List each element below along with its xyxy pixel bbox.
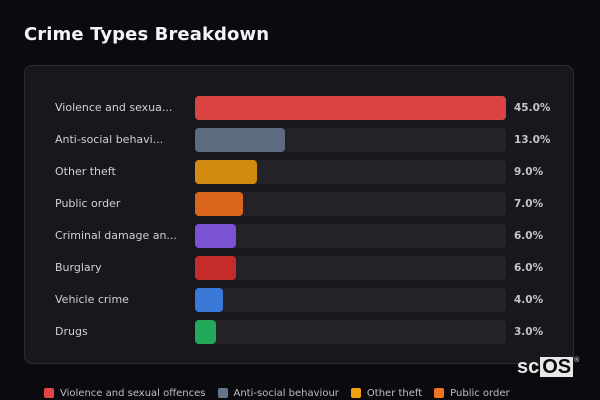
bar-track — [195, 96, 506, 120]
page-title: Crime Types Breakdown — [24, 24, 270, 45]
legend-swatch-icon — [44, 388, 54, 398]
legend-swatch-icon — [217, 388, 228, 398]
legend-label: Public order — [450, 387, 510, 399]
logo-boxed: OS — [540, 356, 574, 378]
bar-fill[interactable] — [195, 160, 257, 184]
bar-value: 45.0% — [514, 102, 551, 114]
legend-swatch-icon — [434, 388, 445, 398]
bar-row: Public order 7.0% — [25, 192, 573, 216]
bar-value: 9.0% — [514, 166, 544, 178]
bar-fill[interactable] — [195, 192, 243, 216]
bar-track — [195, 224, 506, 248]
legend-item[interactable]: Violence and sexual offences — [44, 388, 206, 399]
legend-label: Other theft — [366, 387, 423, 399]
bar-value: 4.0% — [514, 294, 544, 306]
bar-row: Vehicle crime 4.0% — [25, 288, 573, 312]
legend-item[interactable]: Public order — [434, 387, 510, 399]
bar-track — [195, 160, 506, 184]
bar-label: Criminal damage an... — [55, 229, 177, 242]
bar-track — [195, 128, 506, 152]
legend-item[interactable]: Other theft — [350, 387, 423, 399]
bar-track — [195, 192, 506, 216]
bar-label: Anti-social behavi... — [55, 133, 164, 146]
legend-label: Anti-social behaviour — [233, 387, 339, 399]
registered-mark: ® — [574, 357, 580, 364]
bar-row: Criminal damage an... 6.0% — [25, 224, 573, 248]
bar-fill[interactable] — [195, 288, 223, 312]
chart-legend: Violence and sexual offences Anti-social … — [44, 386, 510, 400]
bar-label: Public order — [55, 197, 121, 210]
bar-track — [195, 288, 506, 312]
scos-logo: sc OS ® — [517, 357, 579, 377]
legend-swatch-icon — [350, 388, 361, 398]
bar-value: 13.0% — [514, 134, 551, 146]
bar-label: Vehicle crime — [55, 293, 129, 306]
bar-row: Violence and sexua... 45.0% — [25, 96, 573, 120]
bar-label: Drugs — [55, 325, 88, 338]
bar-label: Other theft — [55, 165, 116, 178]
bar-value: 6.0% — [514, 230, 544, 242]
bar-row: Other theft 9.0% — [25, 160, 573, 184]
bar-fill[interactable] — [195, 96, 506, 120]
bar-fill[interactable] — [195, 128, 285, 152]
bar-fill[interactable] — [195, 320, 216, 344]
legend-label: Violence and sexual offences — [60, 387, 206, 399]
bar-track — [195, 320, 506, 344]
bar-value: 7.0% — [514, 198, 544, 210]
legend-item[interactable]: Anti-social behaviour — [217, 387, 339, 399]
chart-card: Violence and sexua... 45.0% Anti-social be… — [24, 65, 574, 364]
bar-track — [195, 256, 506, 280]
bar-fill[interactable] — [195, 256, 236, 280]
bar-fill[interactable] — [195, 224, 236, 248]
bar-label: Burglary — [55, 261, 102, 274]
bar-row: Burglary 6.0% — [25, 256, 573, 280]
bar-label: Violence and sexua... — [55, 101, 173, 114]
bar-value: 3.0% — [514, 326, 544, 338]
bar-value: 6.0% — [514, 262, 544, 274]
logo-prefix: sc — [517, 356, 540, 378]
bar-row: Drugs 3.0% — [25, 320, 573, 344]
bar-row: Anti-social behavi... 13.0% — [25, 128, 573, 152]
